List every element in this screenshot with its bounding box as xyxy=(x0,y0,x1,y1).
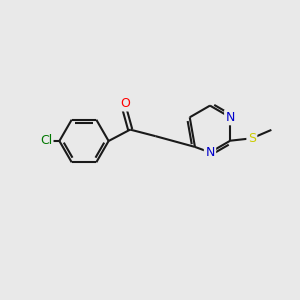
Text: N: N xyxy=(226,111,235,124)
Text: N: N xyxy=(205,146,215,159)
Text: Cl: Cl xyxy=(40,134,52,148)
Text: O: O xyxy=(120,97,130,110)
Text: S: S xyxy=(248,132,256,145)
